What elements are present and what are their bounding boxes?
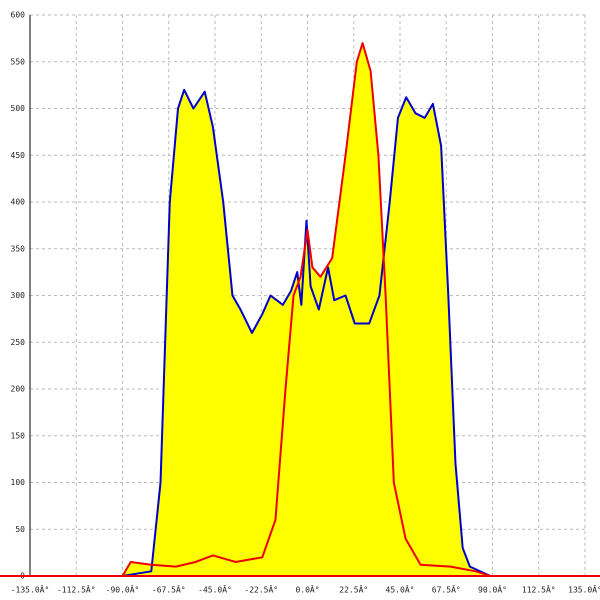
x-tick-label: 90.0Â° — [478, 584, 507, 595]
x-tick-label: -22.5Â° — [244, 584, 278, 595]
y-tick-label: 400 — [11, 198, 26, 207]
x-tick-label: -45.0Â° — [198, 584, 232, 595]
y-tick-label: 100 — [11, 478, 26, 487]
y-tick-label: 600 — [11, 11, 26, 20]
x-tick-label: -112.5Â° — [57, 584, 96, 595]
y-tick-label: 500 — [11, 104, 26, 113]
x-tick-label: 22.5Â° — [339, 584, 368, 595]
y-tick-label: 50 — [15, 525, 25, 534]
x-tick-label: -135.0Â° — [11, 584, 50, 595]
y-tick-label: 250 — [11, 338, 26, 347]
y-tick-label: 450 — [11, 151, 26, 160]
y-tick-label: 150 — [11, 431, 26, 440]
x-tick-label: 112.5Â° — [522, 584, 556, 595]
y-tick-label: 550 — [11, 57, 26, 66]
series-line — [122, 88, 491, 577]
series-line — [121, 42, 491, 577]
y-tick-label: 350 — [11, 244, 26, 253]
area-fill — [122, 43, 491, 577]
y-tick-label: 200 — [11, 385, 26, 394]
y-tick-label: 300 — [11, 291, 26, 300]
x-tick-label: 0.0Â° — [295, 584, 319, 595]
x-tick-label: 135.0Â° — [568, 584, 600, 595]
x-tick-label: -67.5Â° — [152, 584, 186, 595]
x-tick-label: 45.0Â° — [386, 584, 415, 595]
x-tick-label: 67.5Â° — [432, 584, 461, 595]
x-tick-label: -90.0Â° — [106, 584, 140, 595]
